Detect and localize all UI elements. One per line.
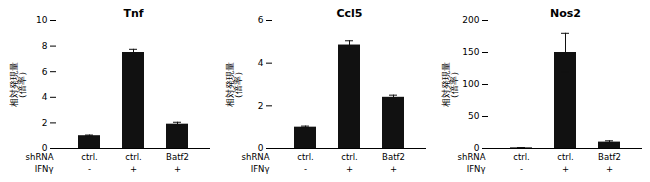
svg-text:10: 10 <box>36 15 48 25</box>
svg-text:-: - <box>520 164 523 174</box>
svg-text:-: - <box>88 164 91 174</box>
svg-text:+: + <box>346 164 353 174</box>
svg-text:+: + <box>174 164 181 174</box>
svg-text:2: 2 <box>42 118 48 128</box>
svg-text:50: 50 <box>468 111 480 121</box>
svg-text:+: + <box>606 164 613 174</box>
svg-text:+: + <box>130 164 137 174</box>
svg-text:相対発現量（倍率）: 相対発現量（倍率） <box>9 62 28 107</box>
svg-text:Nos2: Nos2 <box>550 7 581 20</box>
svg-text:相対発現量（倍率）: 相対発現量（倍率） <box>441 62 460 107</box>
svg-text:4: 4 <box>42 92 48 102</box>
svg-text:IFNγ: IFNγ <box>467 164 486 174</box>
svg-text:200: 200 <box>462 15 479 25</box>
svg-text:shRNA: shRNA <box>26 152 54 162</box>
svg-text:-: - <box>304 164 307 174</box>
svg-text:+: + <box>562 164 569 174</box>
svg-text:shRNA: shRNA <box>242 152 270 162</box>
svg-text:4: 4 <box>258 58 264 68</box>
svg-text:2: 2 <box>258 101 264 111</box>
svg-text:Batf2: Batf2 <box>166 152 189 162</box>
svg-text:8: 8 <box>42 41 48 51</box>
svg-text:Batf2: Batf2 <box>598 152 621 162</box>
svg-text:0: 0 <box>473 143 480 154</box>
svg-text:IFNγ: IFNγ <box>35 164 54 174</box>
svg-text:ctrl.: ctrl. <box>341 152 358 162</box>
svg-text:ctrl.: ctrl. <box>297 152 314 162</box>
svg-text:150: 150 <box>462 47 479 57</box>
svg-text:IFNγ: IFNγ <box>251 164 270 174</box>
svg-text:shRNA: shRNA <box>458 152 486 162</box>
svg-text:+: + <box>390 164 397 174</box>
svg-text:Batf2: Batf2 <box>382 152 405 162</box>
svg-text:100: 100 <box>462 79 479 89</box>
svg-text:ctrl.: ctrl. <box>125 152 142 162</box>
svg-text:6: 6 <box>258 15 264 25</box>
svg-text:Ccl5: Ccl5 <box>336 7 362 20</box>
svg-text:相対発現量（倍率）: 相対発現量（倍率） <box>225 62 244 107</box>
svg-text:0: 0 <box>257 143 264 154</box>
svg-text:0: 0 <box>41 143 48 154</box>
svg-text:Tnf: Tnf <box>123 7 143 20</box>
svg-text:6: 6 <box>42 67 48 77</box>
svg-text:ctrl.: ctrl. <box>557 152 574 162</box>
svg-text:ctrl.: ctrl. <box>513 152 530 162</box>
svg-text:ctrl.: ctrl. <box>81 152 98 162</box>
